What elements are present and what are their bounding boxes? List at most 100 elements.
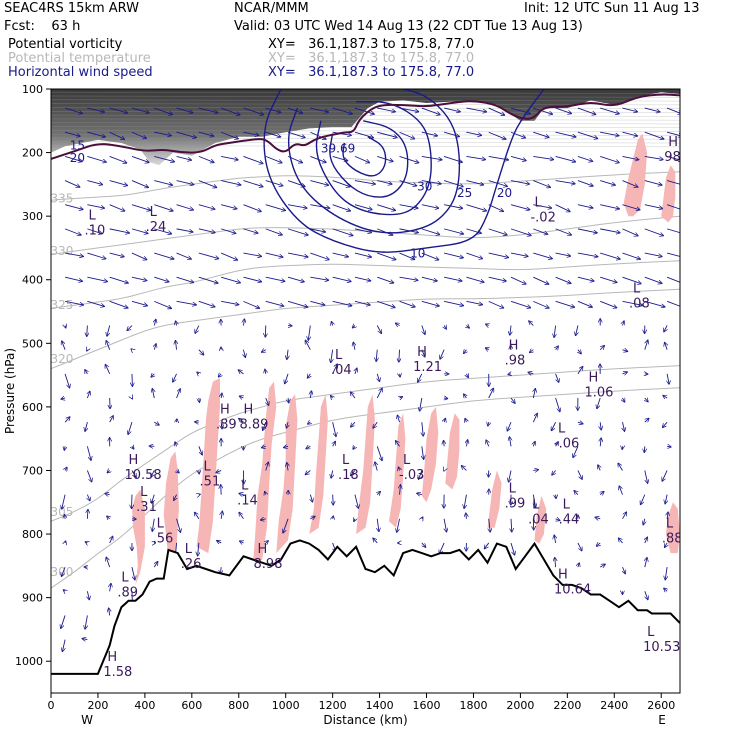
wind-vector bbox=[64, 204, 83, 210]
wind-vector bbox=[64, 446, 65, 450]
pv-streak bbox=[51, 111, 680, 113]
wind-vector bbox=[578, 350, 581, 354]
wind-vector bbox=[109, 155, 127, 162]
extrema-value: .14 bbox=[237, 494, 258, 509]
wind-vector bbox=[421, 180, 441, 184]
wind-vector bbox=[154, 300, 171, 308]
wind-vector bbox=[399, 180, 417, 186]
wind-vector bbox=[287, 300, 307, 307]
wind-vector bbox=[87, 325, 88, 337]
theta-contour-label: 300 bbox=[50, 565, 73, 579]
extrema-label: H98 bbox=[664, 135, 680, 165]
wind-vector bbox=[466, 155, 485, 159]
wind-vector bbox=[109, 416, 113, 423]
wind-vector bbox=[198, 349, 204, 355]
wind-vector bbox=[131, 300, 147, 305]
pv-streak bbox=[51, 91, 680, 94]
extrema-label: L-.06 bbox=[554, 421, 579, 451]
wind-vector bbox=[488, 422, 489, 425]
wind-vector bbox=[198, 204, 215, 209]
extrema-value: -.02 bbox=[530, 211, 555, 226]
wind-vector bbox=[595, 517, 601, 518]
x-axis-label: Distance (km) bbox=[323, 713, 407, 727]
x-tick-label: 800 bbox=[228, 699, 249, 712]
wind-vector bbox=[644, 340, 648, 350]
wind-vector bbox=[221, 180, 240, 185]
wind-vector bbox=[533, 300, 548, 308]
wind-vector bbox=[284, 446, 289, 447]
extrema-value: .44 bbox=[559, 513, 580, 528]
wind-vector bbox=[177, 470, 179, 472]
wind-vector bbox=[310, 180, 328, 186]
wind-vector bbox=[644, 131, 664, 139]
extrema-value: .31 bbox=[136, 500, 157, 515]
wind-vector bbox=[440, 349, 445, 359]
wind-vector bbox=[644, 418, 649, 422]
wind-vector bbox=[109, 204, 125, 211]
wind-vector bbox=[375, 462, 377, 471]
wind-vector bbox=[131, 180, 148, 188]
wind-vector bbox=[666, 180, 680, 185]
extrema-label: H1.06 bbox=[584, 370, 613, 400]
wind-vector bbox=[509, 437, 511, 447]
x-end-label-east: E bbox=[658, 713, 666, 727]
y-tick-label: 300 bbox=[22, 210, 43, 223]
wind-vector bbox=[353, 446, 355, 449]
y-tick-label: 200 bbox=[22, 147, 43, 160]
wind-vector bbox=[462, 466, 467, 471]
wind-vector bbox=[127, 325, 133, 331]
wind-vector bbox=[306, 470, 311, 474]
wind-vector bbox=[622, 321, 623, 326]
y-tick-label: 100 bbox=[22, 83, 43, 96]
wind-vector bbox=[418, 373, 423, 382]
wind-vector bbox=[577, 300, 592, 307]
wind-vector bbox=[332, 252, 348, 257]
x-tick-label: 1800 bbox=[459, 699, 487, 712]
wind-vector bbox=[310, 494, 312, 502]
wind-vector bbox=[400, 485, 401, 495]
wind-vector bbox=[354, 276, 370, 281]
wind-vector bbox=[64, 155, 82, 161]
wind-vector bbox=[87, 392, 89, 399]
extrema-label: H10.64 bbox=[554, 568, 591, 598]
wind-vector bbox=[354, 300, 370, 305]
wind-vector bbox=[331, 396, 333, 398]
wind-vector bbox=[533, 107, 552, 114]
wind-vector bbox=[533, 131, 548, 137]
wind-vector bbox=[644, 252, 662, 256]
wind-vector bbox=[600, 252, 620, 259]
wind-vector bbox=[174, 494, 177, 500]
wind-vector bbox=[109, 276, 128, 283]
wind-vector bbox=[154, 344, 156, 350]
wind-vector bbox=[466, 440, 467, 447]
wind-vector bbox=[243, 107, 263, 114]
pv-streak bbox=[51, 145, 680, 148]
center-label: NCAR/MMM bbox=[234, 1, 309, 16]
wind-vector bbox=[87, 155, 106, 162]
wind-vector bbox=[109, 252, 124, 257]
wind-vector bbox=[86, 542, 88, 543]
x-tick-label: 2600 bbox=[647, 699, 675, 712]
wind-vector bbox=[622, 155, 638, 159]
extrema-mark: L bbox=[241, 479, 249, 494]
positive-pv-region bbox=[252, 381, 277, 566]
wind-vector bbox=[577, 131, 597, 138]
wind-vector bbox=[488, 276, 506, 281]
wind-vector bbox=[598, 465, 600, 471]
positive-pv-region bbox=[534, 495, 547, 544]
theta-contour bbox=[51, 387, 680, 589]
wind-vector bbox=[444, 276, 461, 281]
extrema-label: L-.03 bbox=[399, 453, 424, 483]
wind-vector bbox=[105, 365, 111, 375]
wind-vector bbox=[152, 494, 155, 503]
wind-vector bbox=[510, 204, 529, 210]
wind-vector bbox=[666, 131, 680, 136]
wind-vector bbox=[422, 542, 426, 547]
wind-vector bbox=[262, 446, 266, 447]
wind-speed-contour bbox=[287, 89, 461, 234]
x-end-label-west: W bbox=[81, 713, 93, 727]
wind-vector bbox=[555, 300, 575, 307]
wind-vector bbox=[510, 542, 515, 555]
wind-vector bbox=[622, 228, 637, 236]
wind-vector bbox=[154, 252, 173, 259]
